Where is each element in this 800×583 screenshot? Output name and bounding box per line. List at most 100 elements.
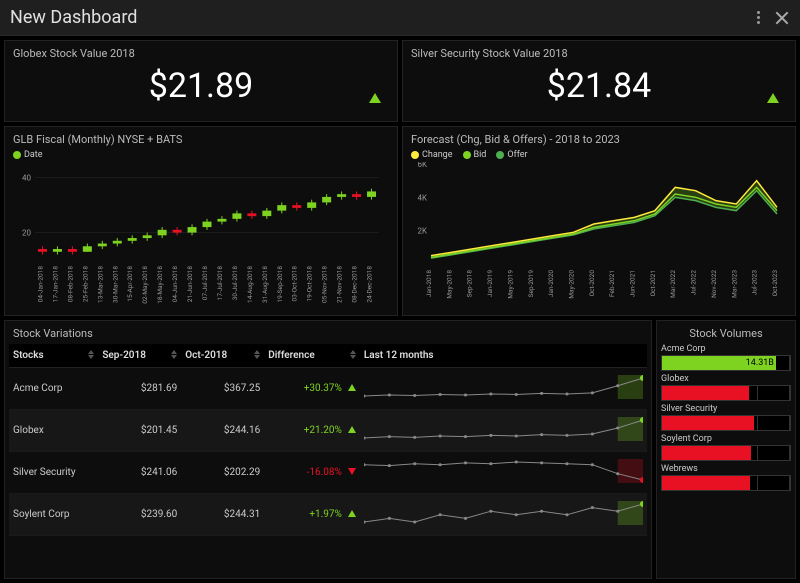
table-row[interactable]: Silver Security $241.06 $202.29 -16.08% bbox=[9, 452, 647, 494]
sparkline-cell bbox=[360, 452, 647, 494]
volume-bar: 11.08B bbox=[661, 445, 791, 461]
svg-text:24-Dec-2018: 24-Dec-2018 bbox=[366, 266, 374, 303]
svg-text:Jan-2019: Jan-2019 bbox=[486, 270, 494, 297]
svg-text:Jan-2020: Jan-2020 bbox=[547, 270, 555, 297]
svg-text:30-Jul-2018: 30-Jul-2018 bbox=[231, 266, 239, 301]
kpi-silver-panel: Silver Security Stock Value 2018 $21.84 bbox=[402, 40, 796, 122]
svg-text:Sep-2018: Sep-2018 bbox=[466, 270, 474, 298]
svg-text:Oct-2020: Oct-2020 bbox=[588, 270, 596, 297]
volume-bar: 14.31B bbox=[661, 355, 791, 371]
panel-title: Stock Variations bbox=[9, 327, 647, 340]
svg-text:40: 40 bbox=[22, 174, 31, 183]
volume-label: 11.48B bbox=[664, 418, 692, 428]
svg-text:19-Sep-2018: 19-Sep-2018 bbox=[276, 266, 284, 303]
svg-text:May-2020: May-2020 bbox=[567, 270, 575, 299]
svg-text:30-Mar-2018: 30-Mar-2018 bbox=[111, 266, 119, 303]
sparkline-cell bbox=[360, 410, 647, 452]
oct-value: $202.29 bbox=[181, 452, 264, 494]
column-header[interactable]: Sep-2018 bbox=[98, 344, 181, 368]
volume-name: Soylent Corp bbox=[661, 434, 791, 444]
sep-value: $239.60 bbox=[98, 494, 181, 536]
svg-text:14-Aug-2018: 14-Aug-2018 bbox=[246, 266, 254, 303]
volume-label: 10.83B bbox=[664, 388, 692, 398]
sep-value: $241.06 bbox=[98, 452, 181, 494]
volume-bar: 11.48B bbox=[661, 415, 791, 431]
stock-name: Silver Security bbox=[9, 452, 98, 494]
chart-title: Forecast (Chg, Bid & Offers) - 2018 to 2… bbox=[411, 133, 787, 146]
trend-up-icon bbox=[767, 88, 779, 107]
candlestick-chart[interactable]: 20 40 04-Jan-2018 17-Jan-2018 08-Feb-2018 25-… bbox=[13, 162, 383, 312]
svg-text:19-Oct-2018: 19-Oct-2018 bbox=[306, 266, 314, 302]
svg-text:02-May-2018: 02-May-2018 bbox=[141, 266, 149, 304]
dashboard-grid: Globex Stock Value 2018 $21.89 Silver Se… bbox=[0, 36, 800, 583]
svg-text:Sep-2019: Sep-2019 bbox=[527, 270, 535, 298]
volume-item[interactable]: Soylent Corp 11.08B bbox=[661, 434, 791, 461]
svg-text:05-Nov-2018: 05-Nov-2018 bbox=[321, 266, 329, 303]
oct-value: $244.16 bbox=[181, 410, 264, 452]
column-header[interactable]: Last 12 months bbox=[360, 344, 647, 368]
volume-name: Globex bbox=[661, 374, 791, 384]
stock-name: Soylent Corp bbox=[9, 494, 98, 536]
difference: +1.97% bbox=[264, 494, 360, 536]
difference: +30.37% bbox=[264, 368, 360, 410]
svg-text:21-Nov-2018: 21-Nov-2018 bbox=[336, 266, 344, 303]
titlebar: New Dashboard bbox=[0, 0, 800, 36]
svg-text:20: 20 bbox=[22, 229, 31, 238]
svg-text:13-Mar-2018: 13-Mar-2018 bbox=[96, 266, 104, 303]
svg-text:17-Jul-2018: 17-Jul-2018 bbox=[216, 266, 224, 301]
candlestick-panel: GLB Fiscal (Monthly) NYSE + BATS Date 20… bbox=[4, 126, 398, 316]
oct-value: $244.31 bbox=[181, 494, 264, 536]
kpi-title: Silver Security Stock Value 2018 bbox=[411, 47, 787, 60]
svg-text:May-2019: May-2019 bbox=[506, 270, 514, 299]
column-header[interactable]: Stocks bbox=[9, 344, 98, 368]
table-row[interactable]: Acme Corp $281.69 $367.25 +30.37% bbox=[9, 368, 647, 410]
svg-text:Jul-2023: Jul-2023 bbox=[751, 270, 759, 296]
kpi-value: $21.84 bbox=[411, 66, 787, 106]
volume-name: Webrews bbox=[661, 464, 791, 474]
svg-text:31-Aug-2018: 31-Aug-2018 bbox=[261, 266, 269, 303]
svg-text:17-Jan-2018: 17-Jan-2018 bbox=[51, 266, 59, 303]
stock-name: Globex bbox=[9, 410, 98, 452]
legend-item: Bid bbox=[463, 150, 487, 160]
volume-item[interactable]: Webrews 10.98B bbox=[661, 464, 791, 491]
close-icon[interactable] bbox=[774, 10, 790, 26]
window-title: New Dashboard bbox=[10, 7, 757, 28]
volume-item[interactable]: Acme Corp 14.31B bbox=[661, 344, 791, 371]
legend-item: Date bbox=[13, 150, 43, 160]
svg-text:Oct-2023: Oct-2023 bbox=[771, 270, 779, 297]
chart-title: GLB Fiscal (Monthly) NYSE + BATS bbox=[13, 133, 389, 146]
svg-text:Jul-2022: Jul-2022 bbox=[690, 270, 698, 296]
volume-item[interactable]: Silver Security 11.48B bbox=[661, 404, 791, 431]
column-header[interactable]: Difference bbox=[264, 344, 360, 368]
table-row[interactable]: Soylent Corp $239.60 $244.31 +1.97% bbox=[9, 494, 647, 536]
kebab-menu-icon[interactable] bbox=[757, 11, 760, 24]
svg-text:18-May-2018: 18-May-2018 bbox=[156, 266, 164, 304]
legend-item: Change bbox=[411, 150, 453, 160]
stock-variations-panel: Stock Variations StocksSep-2018Oct-2018D… bbox=[4, 320, 652, 579]
table-row[interactable]: Globex $201.45 $244.16 +21.20% bbox=[9, 410, 647, 452]
volume-label: 11.08B bbox=[664, 448, 692, 458]
svg-text:08-Feb-2018: 08-Feb-2018 bbox=[66, 266, 74, 302]
volume-item[interactable]: Globex 10.83B bbox=[661, 374, 791, 401]
difference: -16.08% bbox=[264, 452, 360, 494]
stock-volumes-panel: Stock Volumes Acme Corp 14.31B Globex 10… bbox=[656, 320, 796, 579]
column-header[interactable]: Oct-2018 bbox=[181, 344, 264, 368]
variations-table: StocksSep-2018Oct-2018DifferenceLast 12 … bbox=[9, 344, 647, 536]
panel-title: Stock Volumes bbox=[661, 327, 791, 340]
svg-text:03-Oct-2018: 03-Oct-2018 bbox=[291, 266, 299, 302]
kpi-title: Globex Stock Value 2018 bbox=[13, 47, 389, 60]
stock-name: Acme Corp bbox=[9, 368, 98, 410]
svg-text:04-Jan-2018: 04-Jan-2018 bbox=[36, 266, 44, 303]
title-actions bbox=[757, 10, 790, 26]
dashboard-window: New Dashboard Globex Stock Value 2018 $2… bbox=[0, 0, 800, 583]
svg-text:May-2018: May-2018 bbox=[445, 270, 453, 299]
forecast-chart[interactable]: 2K4K6KJan-2018May-2018Sep-2018Jan-2019Ma… bbox=[411, 162, 781, 312]
svg-text:Jun-2021: Jun-2021 bbox=[629, 270, 637, 297]
volume-name: Acme Corp bbox=[661, 344, 791, 354]
svg-text:21-Jun-2018: 21-Jun-2018 bbox=[186, 266, 194, 303]
svg-text:4K: 4K bbox=[417, 193, 427, 202]
volume-label: 14.31B bbox=[746, 358, 774, 368]
svg-text:25-Feb-2018: 25-Feb-2018 bbox=[81, 266, 89, 302]
sep-value: $201.45 bbox=[98, 410, 181, 452]
kpi-value: $21.89 bbox=[13, 66, 389, 106]
